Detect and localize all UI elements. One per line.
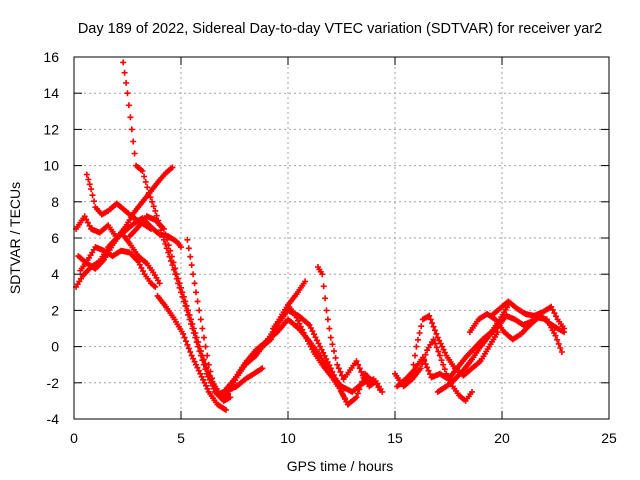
y-tick-label: 8 xyxy=(51,194,59,210)
x-tick-label: 15 xyxy=(387,430,403,446)
y-tick-label: 0 xyxy=(51,339,59,355)
y-tick-label: 2 xyxy=(51,302,59,318)
series-arc-4 xyxy=(73,215,184,290)
x-tick-label: 5 xyxy=(177,430,185,446)
chart-title: Day 189 of 2022, Sidereal Day-to-day VTE… xyxy=(78,21,602,37)
y-tick-label: 12 xyxy=(43,121,59,137)
series-arc-5 xyxy=(83,171,154,232)
point-markers xyxy=(315,264,386,395)
x-tick-label: 0 xyxy=(70,430,78,446)
x-tick-label: 25 xyxy=(601,430,617,446)
y-tick-label: -4 xyxy=(47,411,60,427)
x-tick-label: 10 xyxy=(280,430,296,446)
y-tick-label: -2 xyxy=(47,375,60,391)
point-markers xyxy=(488,298,568,332)
data-marks xyxy=(73,59,568,413)
y-tick-label: 14 xyxy=(43,85,59,101)
y-tick-label: 6 xyxy=(51,230,59,246)
series-arc-19 xyxy=(488,298,568,332)
point-markers xyxy=(154,292,229,413)
x-axis-label: GPS time / hours xyxy=(287,458,394,474)
y-axis-label: SDTVAR / TECUs xyxy=(7,182,23,294)
series-arc-8 xyxy=(154,292,229,413)
y-tick-label: 10 xyxy=(43,158,59,174)
series-arc-13 xyxy=(315,264,386,395)
y-tick-label: 4 xyxy=(51,266,59,282)
axis-ticks: 0 5 10 15 20 25 -4 -2 0 2 4 6 8 10 12 14 16 xyxy=(43,49,617,446)
y-tick-label: 16 xyxy=(43,49,59,65)
point-markers xyxy=(73,215,184,290)
point-markers xyxy=(83,171,154,232)
x-tick-label: 20 xyxy=(494,430,510,446)
